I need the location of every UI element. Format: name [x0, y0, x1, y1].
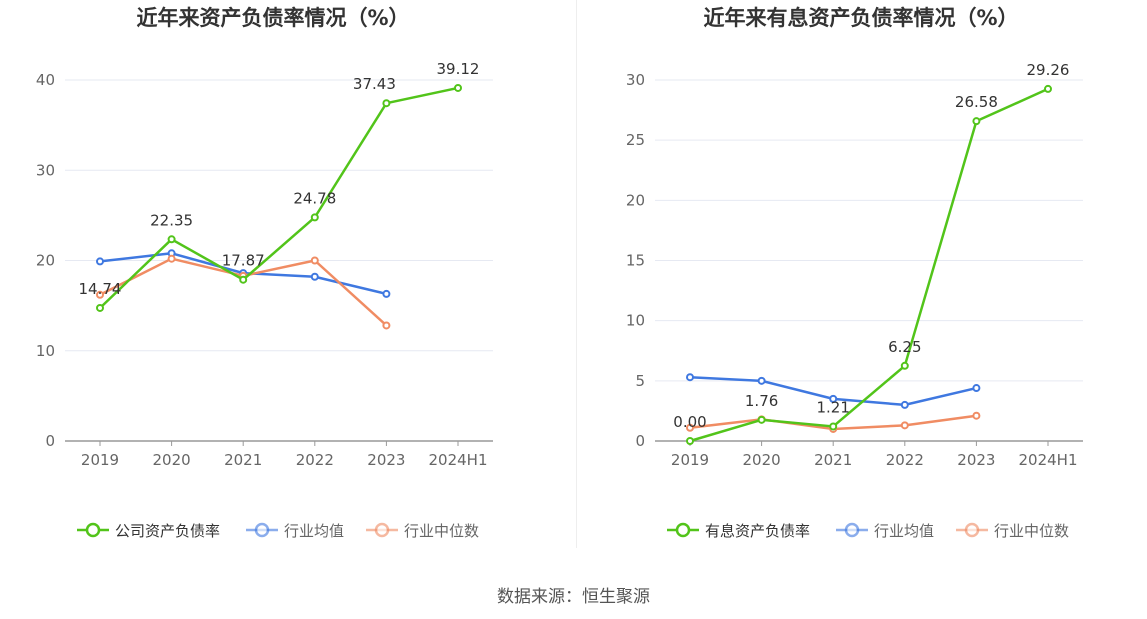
data-point — [96, 303, 104, 312]
y-tick-label: 10 — [36, 342, 55, 360]
data-point — [167, 254, 176, 263]
data-point — [972, 384, 981, 393]
y-tick-label: 25 — [626, 131, 645, 149]
data-label: 17.87 — [222, 252, 265, 270]
y-tick-label: 15 — [626, 252, 645, 270]
data-point — [167, 235, 176, 244]
data-point — [972, 411, 981, 420]
data-point — [310, 213, 319, 222]
data-label: 24.78 — [293, 189, 336, 207]
source-note: 数据来源：恒生聚源 — [497, 587, 650, 607]
legend-label: 行业均值 — [284, 522, 344, 540]
data-point — [454, 83, 462, 92]
data-label: 37.43 — [353, 75, 396, 93]
legend-marker — [85, 522, 101, 538]
legend-label: 行业均值 — [874, 522, 934, 540]
data-point — [829, 394, 838, 403]
legend-marker — [675, 522, 691, 538]
data-point — [686, 423, 694, 432]
data-point — [382, 99, 391, 108]
data-point — [900, 400, 909, 409]
y-tick-label: 0 — [45, 432, 55, 450]
series-line — [689, 87, 1049, 443]
data-point — [310, 256, 319, 265]
y-tick-label: 20 — [36, 252, 55, 270]
data-point — [310, 272, 319, 281]
data-point — [96, 290, 104, 299]
legend-marker — [254, 522, 270, 538]
data-point — [96, 257, 104, 266]
data-label: 29.26 — [1027, 61, 1070, 79]
x-tick-label: 2024H1 — [429, 451, 488, 469]
x-tick-label: 2020 — [743, 451, 781, 469]
x-tick-label: 2022 — [886, 451, 924, 469]
data-point — [382, 289, 391, 298]
data-label: 0.00 — [673, 413, 706, 431]
data-point — [900, 421, 909, 430]
data-point — [239, 275, 248, 284]
chart-title: 近年来有息资产负债率情况（%） — [703, 6, 1018, 30]
x-tick-label: 2023 — [367, 451, 405, 469]
data-label: 39.12 — [437, 60, 480, 78]
data-point — [686, 437, 694, 445]
data-point — [757, 415, 766, 424]
data-point — [757, 376, 766, 385]
legend-marker — [374, 522, 390, 538]
y-tick-label: 0 — [635, 432, 645, 450]
panel-divider — [576, 0, 577, 548]
data-point — [900, 361, 909, 370]
x-tick-label: 2021 — [814, 451, 852, 469]
y-tick-label: 5 — [635, 372, 645, 390]
y-tick-label: 40 — [36, 71, 55, 89]
series-line — [99, 86, 459, 309]
y-tick-label: 20 — [626, 191, 645, 209]
y-tick-label: 30 — [626, 71, 645, 89]
legend-label: 公司资产负债率 — [115, 522, 220, 540]
data-point — [382, 321, 391, 330]
data-label: 26.58 — [955, 93, 998, 111]
legend-label: 行业中位数 — [404, 522, 479, 540]
data-point — [829, 422, 838, 431]
data-point — [686, 373, 694, 382]
x-tick-label: 2019 — [671, 451, 709, 469]
legend-label: 有息资产负债率 — [705, 522, 810, 540]
data-point — [1044, 84, 1052, 93]
x-tick-label: 2019 — [81, 451, 119, 469]
data-label: 6.25 — [888, 338, 921, 356]
data-point — [972, 117, 981, 126]
x-tick-label: 2023 — [957, 451, 995, 469]
legend-label: 行业中位数 — [994, 522, 1069, 540]
chart-title: 近年来资产负债率情况（%） — [136, 6, 409, 30]
data-label: 14.74 — [79, 280, 122, 298]
x-tick-label: 2021 — [224, 451, 262, 469]
legend-marker — [964, 522, 980, 538]
x-tick-label: 2020 — [153, 451, 191, 469]
data-label: 1.76 — [745, 392, 778, 410]
x-tick-label: 2024H1 — [1019, 451, 1078, 469]
data-label: 22.35 — [150, 211, 193, 229]
legend-marker — [844, 522, 860, 538]
y-tick-label: 10 — [626, 312, 645, 330]
x-tick-label: 2022 — [296, 451, 334, 469]
y-tick-label: 30 — [36, 161, 55, 179]
data-label: 1.21 — [816, 398, 849, 416]
